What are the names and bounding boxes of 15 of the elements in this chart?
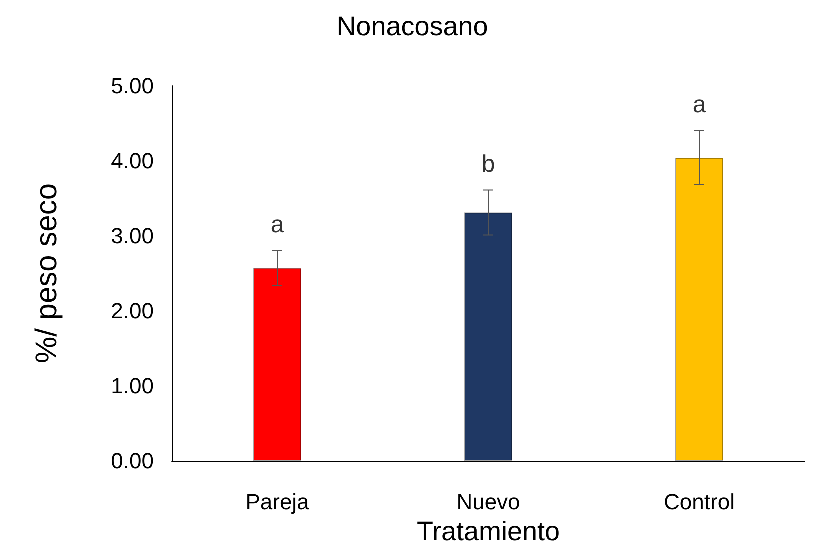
y-axis-title: %/ peso seco (30, 183, 64, 364)
annotation: a (270, 212, 285, 238)
x-tick-label: Pareja (246, 490, 310, 514)
y-tick-label: 2.00 (111, 298, 154, 324)
y-tick-label: 0.00 (111, 448, 154, 474)
x-tick-label: Nuevo (456, 490, 520, 514)
y-tick-label: 4.00 (111, 148, 154, 174)
y-tick-label: 3.00 (111, 224, 154, 248)
x-tick-label: Control (664, 490, 735, 514)
x-axis-title: Tratamiento (416, 516, 560, 546)
annotation: b (482, 150, 496, 178)
y-tick-label: 1.00 (111, 374, 154, 398)
y-tick-label: 5.00 (111, 74, 154, 98)
chart-title: Nonacosano (336, 12, 488, 42)
annotation: a (692, 92, 707, 118)
